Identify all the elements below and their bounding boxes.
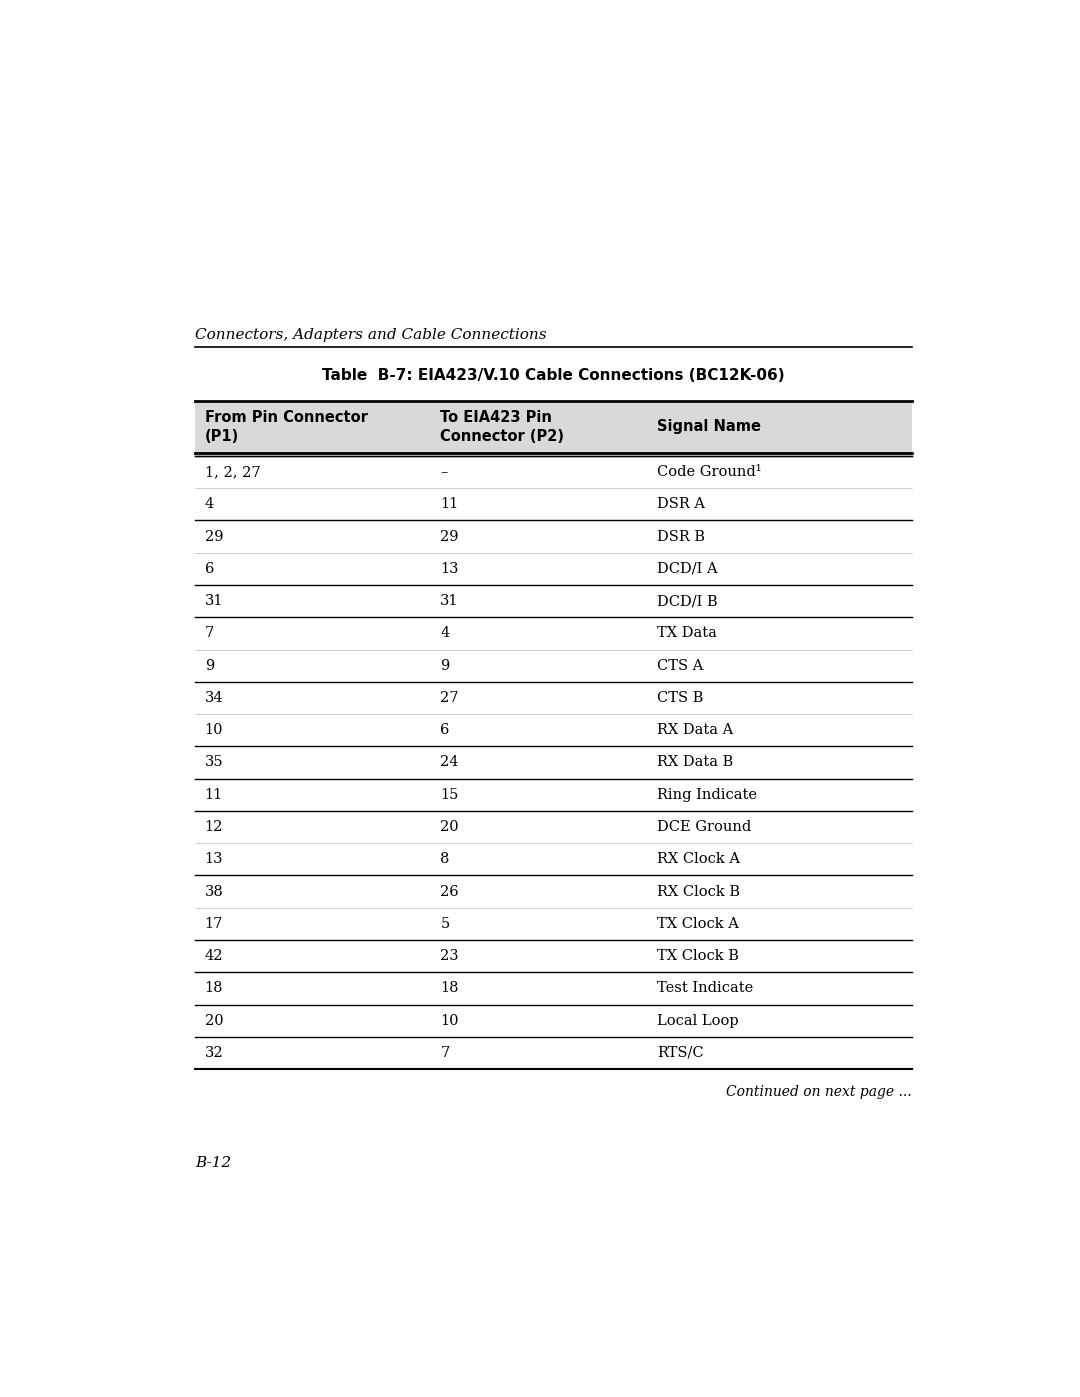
Text: From Pin Connector
(P1): From Pin Connector (P1)	[205, 411, 367, 444]
Text: 15: 15	[441, 788, 459, 802]
Text: 18: 18	[441, 981, 459, 996]
Text: 7: 7	[441, 1046, 449, 1060]
Text: 17: 17	[205, 916, 224, 930]
Text: 38: 38	[205, 884, 224, 898]
Text: 20: 20	[441, 820, 459, 834]
Text: 6: 6	[205, 562, 214, 576]
Text: Code Ground¹: Code Ground¹	[658, 465, 761, 479]
Text: 4: 4	[441, 626, 449, 640]
Text: Test Indicate: Test Indicate	[658, 981, 754, 996]
Text: –: –	[441, 465, 448, 479]
Text: B-12: B-12	[195, 1157, 231, 1171]
Text: 18: 18	[205, 981, 224, 996]
Text: 13: 13	[205, 852, 224, 866]
Text: DSR A: DSR A	[658, 497, 705, 511]
Text: RX Clock B: RX Clock B	[658, 884, 740, 898]
Text: 7: 7	[205, 626, 214, 640]
Text: RTS/C: RTS/C	[658, 1046, 704, 1060]
Text: DCD/I A: DCD/I A	[658, 562, 718, 576]
Text: 10: 10	[205, 724, 224, 738]
Text: 31: 31	[441, 594, 459, 608]
Text: 27: 27	[441, 692, 459, 705]
Text: 4: 4	[205, 497, 214, 511]
Text: Connectors, Adapters and Cable Connections: Connectors, Adapters and Cable Connectio…	[195, 328, 546, 342]
Text: DSR B: DSR B	[658, 529, 705, 543]
Text: Local Loop: Local Loop	[658, 1014, 739, 1028]
Text: CTS B: CTS B	[658, 692, 704, 705]
Text: 9: 9	[441, 658, 449, 673]
Text: 12: 12	[205, 820, 224, 834]
Text: 35: 35	[205, 756, 224, 770]
Text: DCE Ground: DCE Ground	[658, 820, 752, 834]
Text: TX Clock A: TX Clock A	[658, 916, 739, 930]
Text: RX Clock A: RX Clock A	[658, 852, 740, 866]
Text: 29: 29	[205, 529, 224, 543]
Text: 9: 9	[205, 658, 214, 673]
Text: 11: 11	[205, 788, 222, 802]
Text: DCD/I B: DCD/I B	[658, 594, 718, 608]
Text: 11: 11	[441, 497, 459, 511]
Text: Continued on next page ...: Continued on next page ...	[726, 1085, 912, 1099]
Text: To EIA423 Pin
Connector (P2): To EIA423 Pin Connector (P2)	[441, 411, 564, 444]
Text: 5: 5	[441, 916, 449, 930]
Text: 34: 34	[205, 692, 224, 705]
Text: 13: 13	[441, 562, 459, 576]
Text: 6: 6	[441, 724, 449, 738]
Text: Table  B-7: EIA423/V.10 Cable Connections (BC12K-06): Table B-7: EIA423/V.10 Cable Connections…	[322, 367, 785, 383]
Text: 10: 10	[441, 1014, 459, 1028]
Text: 32: 32	[205, 1046, 224, 1060]
Text: 29: 29	[441, 529, 459, 543]
Text: 26: 26	[441, 884, 459, 898]
Text: 20: 20	[205, 1014, 224, 1028]
Text: CTS A: CTS A	[658, 658, 704, 673]
Text: 42: 42	[205, 949, 224, 963]
Text: Signal Name: Signal Name	[658, 419, 761, 434]
Text: 24: 24	[441, 756, 459, 770]
Text: TX Data: TX Data	[658, 626, 717, 640]
Text: 23: 23	[441, 949, 459, 963]
Text: RX Data A: RX Data A	[658, 724, 733, 738]
Text: 31: 31	[205, 594, 224, 608]
Text: 1, 2, 27: 1, 2, 27	[205, 465, 260, 479]
Text: 8: 8	[441, 852, 449, 866]
Text: Ring Indicate: Ring Indicate	[658, 788, 757, 802]
Text: TX Clock B: TX Clock B	[658, 949, 739, 963]
Text: RX Data B: RX Data B	[658, 756, 733, 770]
Bar	[195, 401, 912, 453]
